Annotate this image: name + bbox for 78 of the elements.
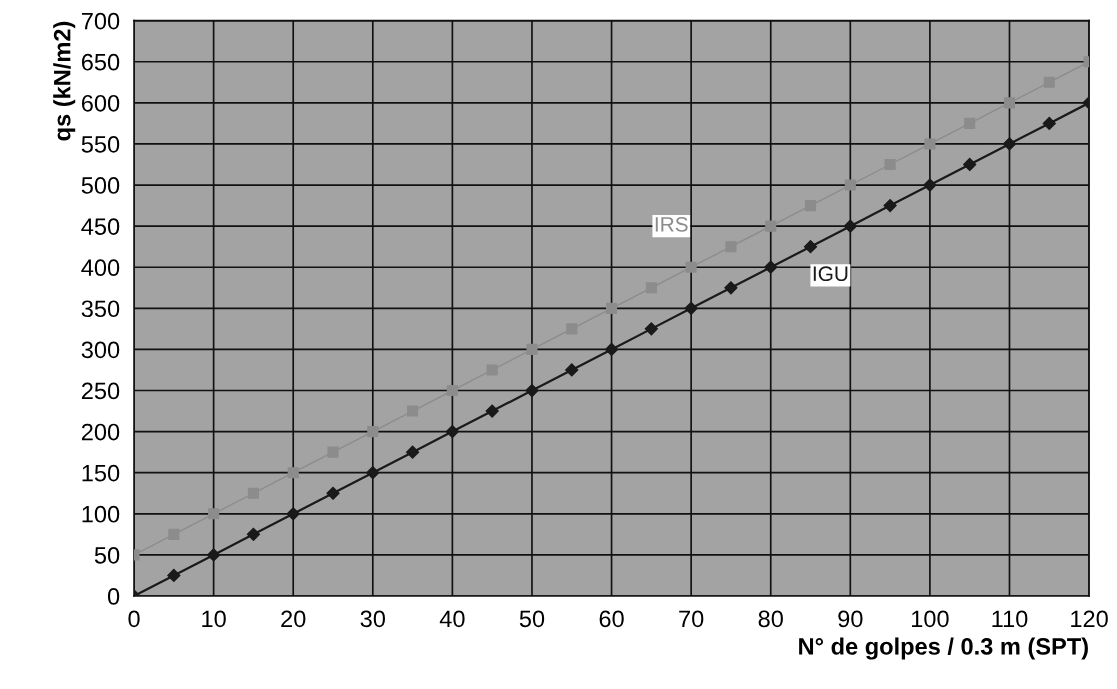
point (208, 508, 220, 520)
point (246, 527, 261, 541)
point (764, 260, 778, 274)
point (286, 507, 300, 521)
y-tick-label: 600 (81, 94, 120, 112)
point (565, 363, 579, 377)
point (765, 220, 777, 232)
x-tick-label: 60 (599, 610, 624, 628)
x-axis-title: N° de golpes / 0.3 m (SPT) (799, 637, 1088, 660)
point (446, 384, 458, 397)
x-tick-label: 80 (758, 610, 783, 628)
y-tick-label: 250 (81, 382, 120, 400)
x-tick-label: 100 (912, 610, 949, 628)
point (884, 158, 896, 171)
point (963, 157, 977, 172)
y-tick-label: 650 (81, 53, 120, 71)
y-tick-label: 50 (94, 546, 120, 564)
point (327, 446, 339, 458)
point (485, 404, 499, 418)
point (367, 426, 379, 438)
x-tick-label: 110 (992, 610, 1028, 628)
x-tick-label: 30 (360, 610, 386, 628)
point (168, 528, 180, 540)
point (804, 200, 817, 212)
point (725, 241, 737, 253)
y-tick-label: 400 (81, 259, 120, 277)
point (566, 323, 578, 335)
y-tick-label: 450 (81, 218, 120, 235)
x-tick-label: 20 (281, 610, 306, 628)
y-tick-label: 500 (81, 177, 120, 194)
point (326, 486, 340, 500)
point (923, 178, 937, 192)
x-tick-label: 50 (519, 610, 545, 628)
y-tick-label: 550 (81, 136, 120, 153)
point (287, 467, 299, 479)
point (1042, 116, 1056, 130)
point (924, 138, 936, 150)
point (406, 445, 420, 459)
y-tick-label: 0 (107, 588, 120, 605)
y-tick-label: 350 (81, 300, 120, 318)
point (207, 548, 221, 562)
point (445, 425, 459, 439)
y-tick-label: 100 (82, 505, 120, 523)
point (844, 179, 856, 191)
point (366, 466, 380, 480)
point (684, 301, 698, 315)
point (724, 281, 738, 295)
y-tick-label: 150 (82, 464, 120, 482)
point (606, 302, 618, 314)
y-tick-label: 300 (81, 341, 120, 359)
y-tick-label: 200 (81, 423, 120, 441)
x-tick-label: 120 (1071, 610, 1108, 628)
y-tick-label: 700 (81, 12, 120, 30)
point (964, 117, 976, 129)
point (644, 322, 658, 336)
x-tick-label: 10 (202, 610, 226, 628)
point (525, 383, 539, 398)
point (803, 240, 818, 254)
x-tick-label: 70 (679, 610, 704, 628)
point (1002, 137, 1017, 151)
point (526, 343, 538, 355)
point (843, 219, 857, 233)
y-axis-title: qs (kN/m2) (53, 21, 76, 141)
point (247, 487, 259, 499)
point (685, 261, 697, 273)
series-label: IRS (655, 216, 688, 232)
point (1043, 76, 1055, 88)
point (604, 342, 619, 357)
point (407, 405, 419, 417)
point (486, 364, 498, 376)
x-tick-label: 90 (838, 610, 863, 628)
point (645, 282, 657, 294)
point (167, 568, 181, 583)
point (883, 199, 897, 213)
x-tick-label: 40 (439, 610, 465, 628)
x-tick-label: 0 (128, 610, 140, 628)
series-label: IGU (813, 266, 848, 282)
point (1003, 97, 1016, 109)
